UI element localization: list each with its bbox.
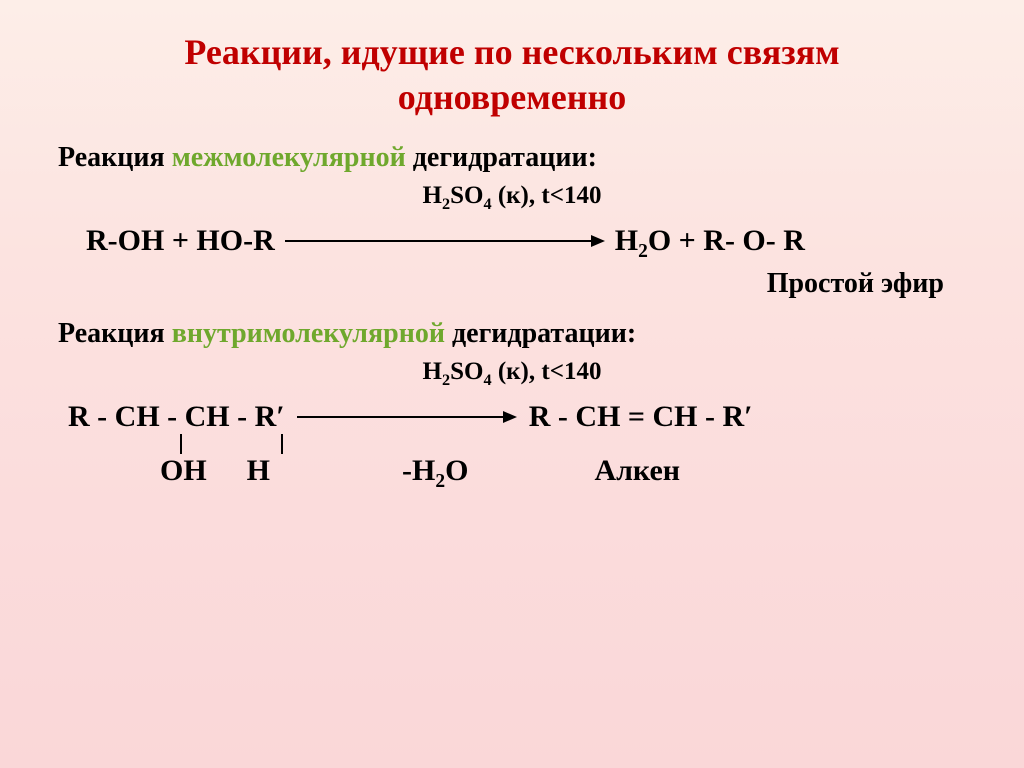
block1-subhead: Реакция межмолекулярной дегидратации:	[36, 142, 988, 174]
r-sub: 2	[638, 241, 648, 262]
cond2-post: (к), t<140	[492, 358, 602, 385]
block1-product-label: Простой эфир	[36, 268, 988, 300]
block1-left: R-OH + HO-R	[86, 224, 285, 258]
block2-top-left: R - CH - CH - R′	[68, 400, 285, 433]
cond-pre: H	[423, 182, 442, 209]
bottom-oh: ОН	[160, 454, 207, 488]
neg-sub: 2	[435, 471, 445, 492]
cond-post: (к), t<140	[492, 182, 602, 209]
cond-sub2: 4	[483, 195, 491, 213]
block1-right: H2O + R- O- R	[605, 224, 805, 258]
reaction-arrow-icon	[285, 233, 605, 249]
cond2-sub1: 2	[442, 371, 450, 389]
title-line-2: одновременно	[398, 77, 626, 117]
block1-subhead-suffix: дегидратации:	[406, 142, 597, 173]
block1-subhead-prefix: Реакция	[58, 142, 172, 173]
r-pre: H	[615, 224, 638, 257]
neg-post: O	[445, 454, 468, 487]
cond-sub1: 2	[442, 195, 450, 213]
bottom-h: Н	[247, 454, 270, 488]
block2-conditions: H2SO4 (к), t<140	[36, 358, 988, 386]
bottom-neg: -H2O	[402, 454, 468, 488]
block2-subhead-suffix: дегидратации:	[445, 318, 636, 349]
cond2-sub2: 4	[483, 371, 491, 389]
bottom-label: Алкен	[594, 454, 680, 488]
block2-subhead-green: внутримолекулярной	[172, 318, 445, 349]
block2-subhead-prefix: Реакция	[58, 318, 172, 349]
block2-top-right: R - CH = CH - R′	[529, 400, 753, 434]
bond-line-icon	[68, 434, 388, 454]
cond2-mid: SO	[450, 358, 483, 385]
r-post: O + R- O- R	[648, 224, 805, 257]
slide-title: Реакции, идущие по нескольким связям одн…	[36, 30, 988, 120]
title-line-1: Реакции, идущие по нескольким связям	[184, 32, 839, 72]
neg-pre: -H	[402, 454, 435, 487]
cond-mid: SO	[450, 182, 483, 209]
reaction-arrow-icon	[297, 409, 517, 425]
block2-subhead: Реакция внутримолекулярной дегидратации:	[36, 318, 988, 350]
block1-subhead-green: межмолекулярной	[172, 142, 406, 173]
block1-reaction: R-OH + HO-R H2O + R- O- R	[36, 224, 988, 258]
block1-conditions: H2SO4 (к), t<140	[36, 182, 988, 210]
block2-bottom-row: ОН Н -H2O Алкен	[68, 454, 988, 488]
cond2-pre: H	[423, 358, 442, 385]
block2-reaction: R - CH - CH - R′ R - CH = CH - R′ ОН Н -…	[36, 400, 988, 488]
bond-lines	[68, 434, 988, 454]
